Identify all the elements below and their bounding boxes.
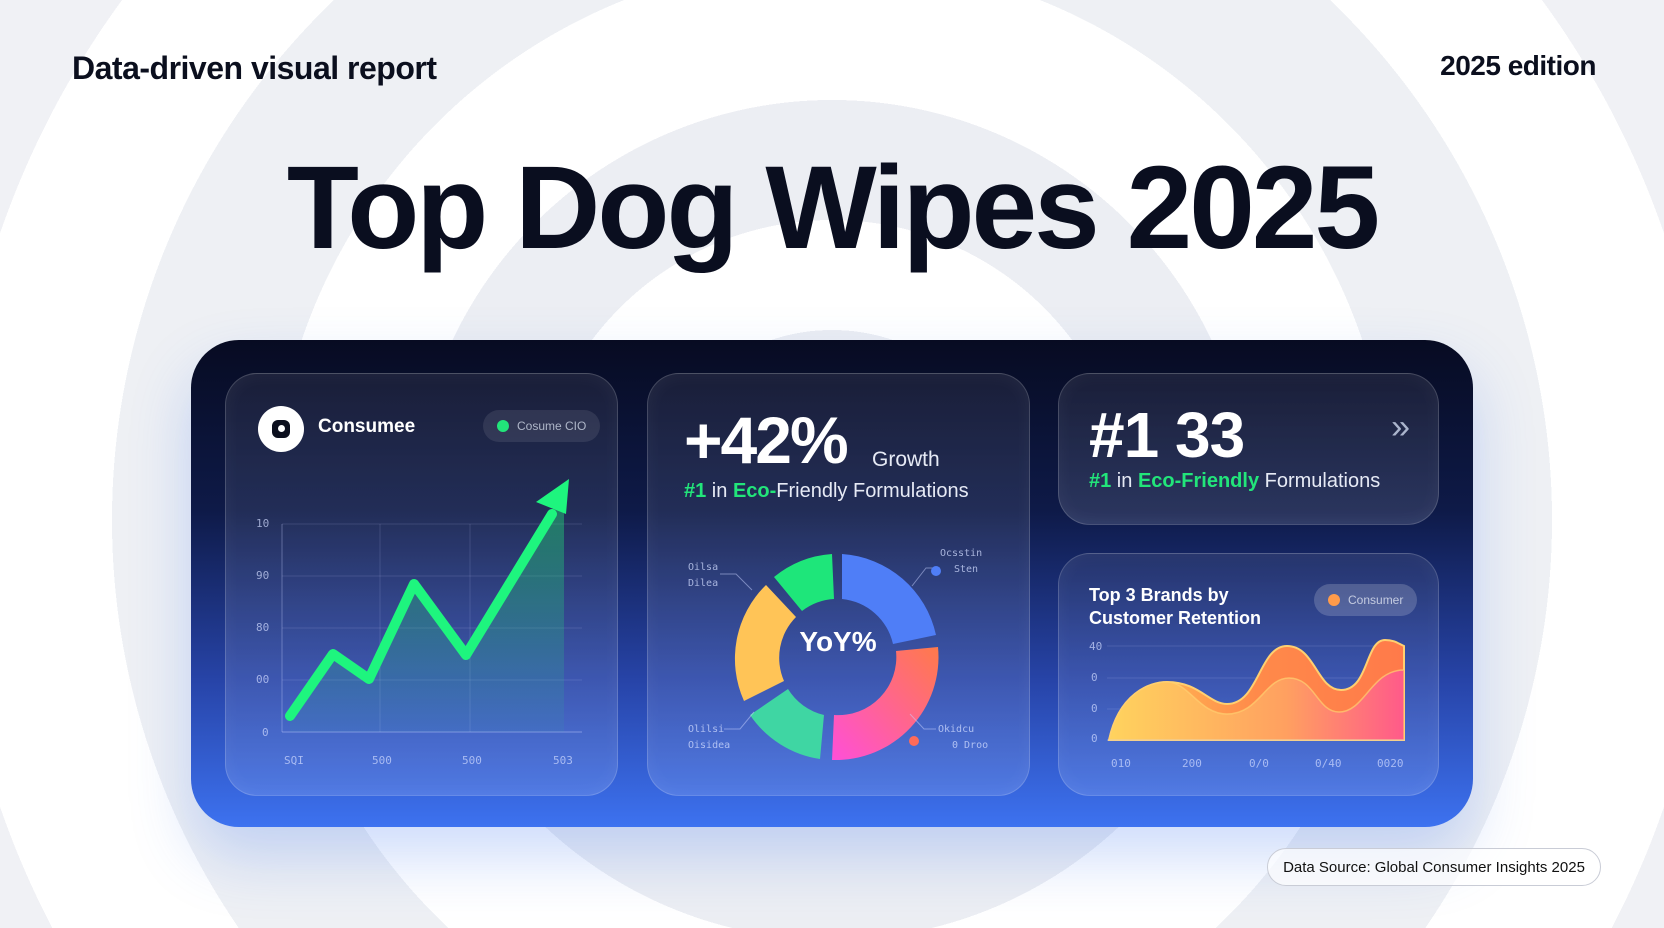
- line-chart: [281, 479, 582, 733]
- growth-subtitle: #1 in Eco-Friendly Formulations: [684, 480, 969, 502]
- retention-card[interactable]: Top 3 Brands by Customer Retention Consu…: [1058, 553, 1439, 796]
- y-tick: 40: [1089, 640, 1103, 653]
- x-tick: 500: [462, 754, 482, 767]
- x-tick: 500: [372, 754, 392, 767]
- data-source-badge: Data Source: Global Consumer Insights 20…: [1267, 848, 1601, 886]
- y-tick: 0: [262, 726, 269, 739]
- rank-value: #1 33: [1089, 399, 1245, 471]
- x-tick: 010: [1111, 757, 1131, 770]
- page-title: Top Dog Wipes 2025: [286, 142, 1380, 274]
- report-label: Data-driven visual report: [72, 50, 437, 86]
- arrow-up-icon: [536, 479, 569, 514]
- x-tick: 503: [553, 754, 573, 767]
- x-tick: SQI: [284, 754, 304, 767]
- donut-chart: [720, 554, 941, 761]
- y-tick: 90: [256, 569, 270, 582]
- x-tick: 200: [1182, 757, 1202, 770]
- y-tick: 80: [256, 621, 270, 634]
- growth-value: +42%: [684, 403, 849, 477]
- status-dot-icon: [1328, 594, 1340, 606]
- y-tick: 00: [256, 673, 270, 686]
- donut-label: Ocsstin Sten: [940, 548, 983, 575]
- donut-label: Oilsa Dilea: [688, 562, 719, 589]
- y-tick: 0: [1091, 732, 1098, 745]
- pill-label: Cosume CIO: [517, 419, 587, 433]
- status-dot-icon: [497, 420, 509, 432]
- edition-label: 2025 edition: [1440, 50, 1596, 81]
- dashboard-panel: Consumee Cosume CIO 10 90 80 00 0 SQI 50…: [191, 340, 1473, 827]
- rank-card[interactable]: #1 33 #1 in Eco-Friendly Formulations »: [1058, 373, 1439, 525]
- consumer-pill[interactable]: Cosume CIO: [483, 410, 601, 442]
- card-title: Top 3 Brands by Customer Retention: [1089, 585, 1262, 628]
- consumer-pill[interactable]: Consumer: [1314, 584, 1418, 616]
- pill-label: Consumer: [1348, 593, 1404, 607]
- area-chart: [1107, 638, 1405, 741]
- y-tick: 0: [1091, 671, 1098, 684]
- donut-label: Olilsi Oisidea: [688, 724, 731, 751]
- x-tick: 0/0: [1249, 757, 1269, 770]
- camera-logo-icon: [258, 406, 304, 452]
- double-chevron-right-icon[interactable]: »: [1391, 408, 1410, 446]
- growth-suffix: Growth: [872, 448, 940, 471]
- y-tick: 0: [1091, 702, 1098, 715]
- card-title: Consumee: [318, 416, 416, 437]
- x-tick: 0020: [1377, 757, 1404, 770]
- growth-card[interactable]: +42% Growth #1 in Eco-Friendly Formulati…: [647, 373, 1030, 796]
- donut-label: Okidcu 0 Droo: [938, 724, 989, 751]
- rank-subtitle: #1 in Eco-Friendly Formulations: [1089, 470, 1381, 492]
- y-tick: 10: [256, 517, 270, 530]
- x-tick: 0/40: [1315, 757, 1342, 770]
- donut-center-label: YoY%: [799, 626, 877, 657]
- line-chart-card[interactable]: Consumee Cosume CIO 10 90 80 00 0 SQI 50…: [225, 373, 618, 796]
